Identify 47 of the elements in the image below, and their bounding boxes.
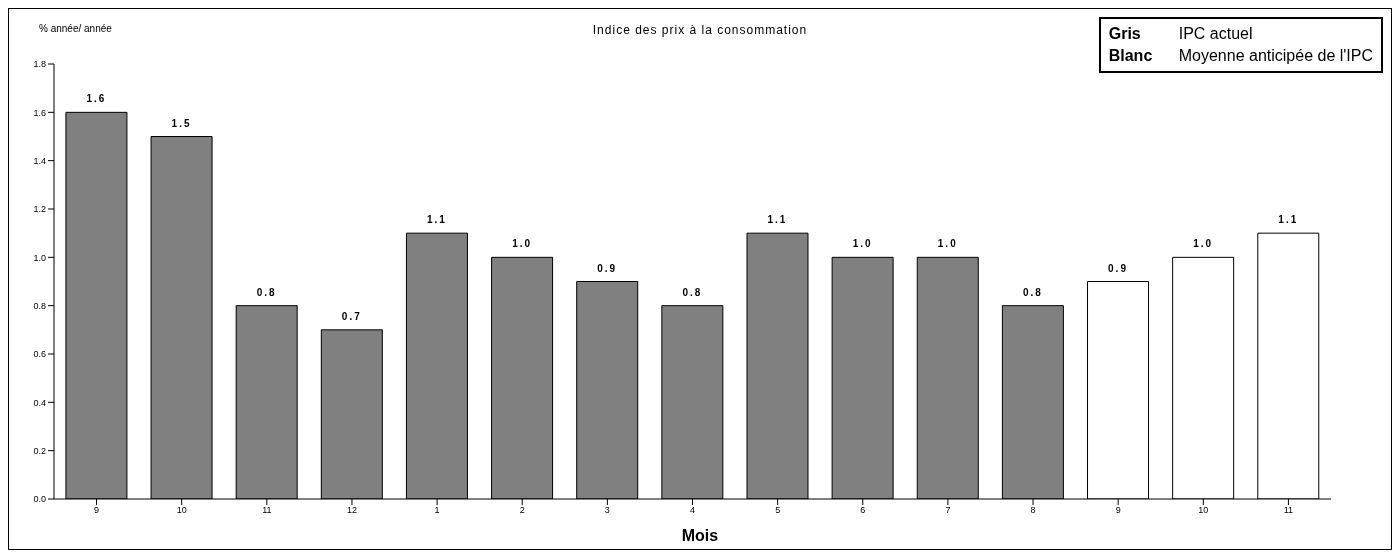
chart-title: Indice des prix à la consommation xyxy=(592,23,808,37)
x-tick-label: 11 xyxy=(262,505,272,516)
annotation: Blanc xyxy=(1108,46,1154,66)
y-tick-label: 0.4 xyxy=(33,397,46,408)
y-axis-title: % année/ année xyxy=(39,23,112,34)
y-tick-label: 0.0 xyxy=(33,494,46,505)
x-tick-label: 5 xyxy=(775,505,781,516)
x-tick-label: 8 xyxy=(1030,505,1036,516)
data-label: 0.8 xyxy=(256,286,277,298)
data-label: 0.8 xyxy=(1022,286,1043,298)
x-tick-label: 12 xyxy=(346,505,357,516)
text: Gris xyxy=(1108,24,1142,44)
y-tick-label: 1.6 xyxy=(33,107,46,118)
y-tick-label: 0.8 xyxy=(33,300,46,311)
x-tick-label: 2 xyxy=(519,505,525,516)
data-label: 1.6 xyxy=(86,93,107,105)
y-tick-label: 0.2 xyxy=(33,445,46,456)
y-tick-label: 1.4 xyxy=(33,155,46,166)
x-tick-label: 11 xyxy=(1283,505,1294,516)
x-tick-label: 9 xyxy=(94,505,100,516)
data-label: 0.8 xyxy=(682,286,703,298)
x-tick-label: 3 xyxy=(604,505,610,516)
data-label: 1.0 xyxy=(937,238,958,250)
data-label: 0.9 xyxy=(1108,262,1128,274)
data-label: 1.0 xyxy=(512,238,533,250)
x-tick-label: 6 xyxy=(860,505,866,516)
x-axis-title: Mois xyxy=(680,527,720,545)
data-label: 1.0 xyxy=(1193,238,1214,250)
y-tick-label: 1.8 xyxy=(33,59,46,70)
annotation: Moyenne anticipée de l'IPC xyxy=(1178,46,1373,66)
data-label: 0.9 xyxy=(597,262,618,274)
text: IPC actuel xyxy=(1178,24,1253,44)
x-tick-label: 10 xyxy=(1198,505,1209,516)
y-tick-label: 1.2 xyxy=(33,204,46,215)
data-label: 1.1 xyxy=(427,214,447,226)
data-label: 1.5 xyxy=(171,117,192,129)
x-tick-label: 4 xyxy=(689,505,696,516)
data-label: 1.1 xyxy=(767,214,788,226)
x-tick-label: 1 xyxy=(434,505,440,516)
y-tick-label: 1.0 xyxy=(33,252,46,263)
y-tick-label: 0.6 xyxy=(33,349,46,360)
x-tick-label: 7 xyxy=(945,505,951,516)
data-label: 0.7 xyxy=(341,310,362,322)
x-tick-label: 10 xyxy=(176,505,187,516)
x-tick-label: 9 xyxy=(1115,505,1121,516)
data-label: 1.1 xyxy=(1278,214,1299,226)
data-label: 1.0 xyxy=(852,238,873,250)
